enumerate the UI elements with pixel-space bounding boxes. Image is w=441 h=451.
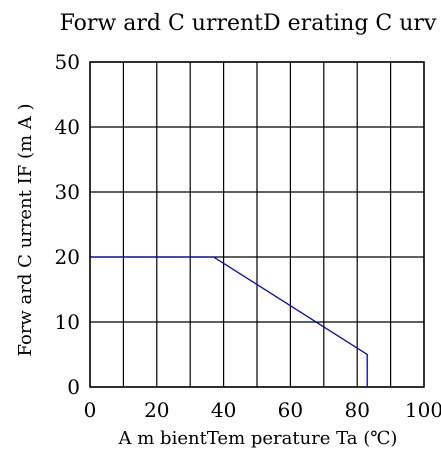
- series-line: [90, 256, 368, 387]
- x-tick-label: 20: [144, 398, 169, 422]
- x-axis-label: A m bientTem perature Ta (℃): [118, 428, 398, 449]
- series-layer: [90, 256, 368, 387]
- grid: [89, 61, 425, 388]
- x-tick-label: 40: [211, 398, 236, 422]
- plot-area: [89, 61, 425, 388]
- x-axis-ticks: 0 20 40 60 80 100: [84, 398, 441, 422]
- x-tick-label: 0: [84, 398, 97, 422]
- y-tick-label: 40: [55, 115, 80, 139]
- y-axis-ticks: 0 10 20 30 40 50: [55, 50, 80, 399]
- y-tick-label: 20: [55, 245, 80, 269]
- y-tick-label: 0: [67, 375, 80, 399]
- y-tick-label: 30: [55, 180, 80, 204]
- x-tick-label: 80: [344, 398, 369, 422]
- y-axis-label: Forw ard C urrent IF (m A ): [15, 103, 36, 356]
- y-tick-label: 10: [55, 310, 80, 334]
- chart-title: Forw ard C urrentD erating C urv: [60, 11, 437, 36]
- y-tick-label: 50: [55, 50, 80, 74]
- x-tick-label: 60: [278, 398, 303, 422]
- x-tick-label: 100: [405, 398, 441, 422]
